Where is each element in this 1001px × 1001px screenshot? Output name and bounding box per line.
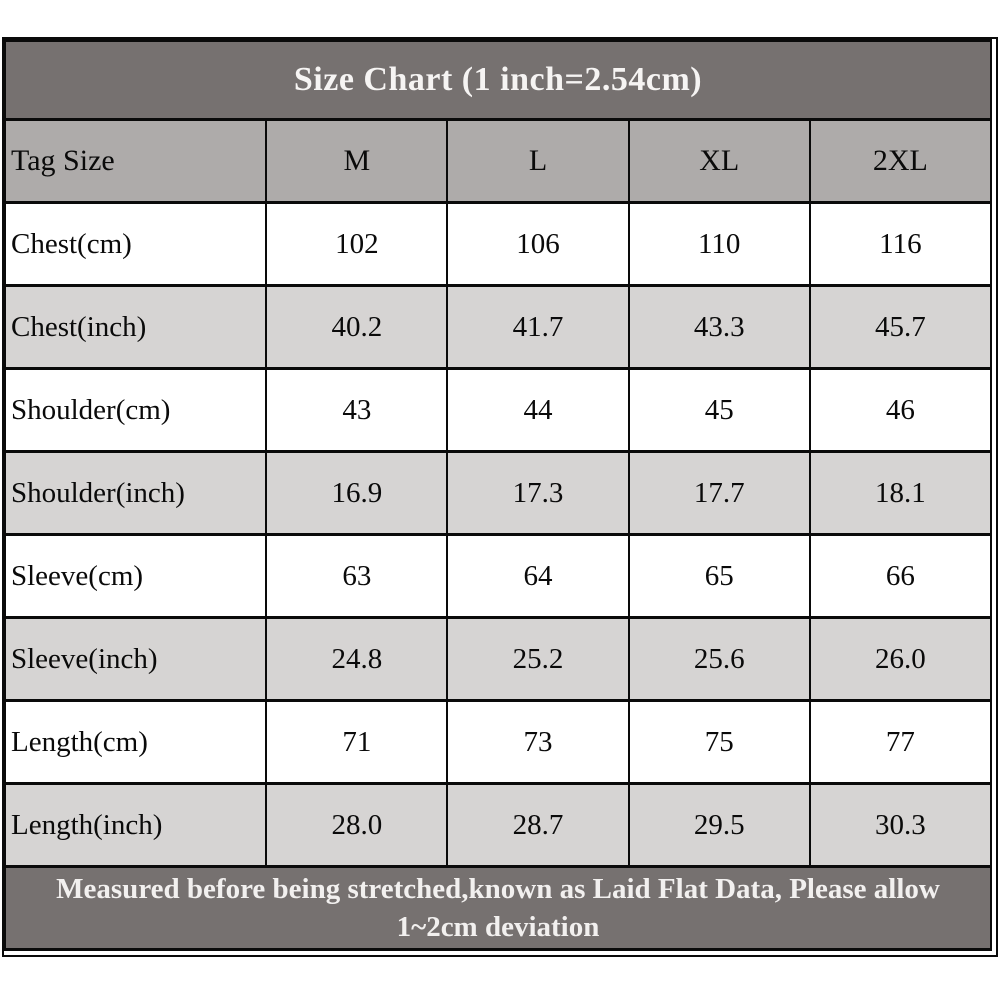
title-row: Size Chart (1 inch=2.54cm) [4,39,992,121]
table-row: Length(inch) 28.0 28.7 29.5 30.3 [3,782,993,868]
value-cell: 41.7 [446,284,630,370]
value-cell: 66 [808,533,993,619]
footnote-row: Measured before being stretched,known as… [4,865,992,951]
row-label: Shoulder(cm) [3,367,268,453]
table-title: Size Chart (1 inch=2.54cm) [4,39,992,121]
value-cell: 25.6 [627,616,811,702]
value-cell: 45.7 [808,284,993,370]
table-row: Sleeve(inch) 24.8 25.2 25.6 26.0 [3,616,993,702]
value-cell: 75 [627,699,811,785]
value-cell: 46 [808,367,993,453]
value-cell: 44 [446,367,630,453]
value-cell: 29.5 [627,782,811,868]
value-cell: 43.3 [627,284,811,370]
value-cell: 64 [446,533,630,619]
value-cell: 77 [808,699,993,785]
value-cell: 40.2 [265,284,449,370]
value-cell: 18.1 [808,450,993,536]
size-chart-frame: Size Chart (1 inch=2.54cm) Tag Size M L XL 2… [2,37,998,957]
value-cell: 116 [808,201,993,287]
value-cell: 71 [265,699,449,785]
column-header-size: M [265,118,449,204]
value-cell: 43 [265,367,449,453]
row-label: Length(cm) [3,699,268,785]
table-row: Length(cm) 71 73 75 77 [3,699,993,785]
value-cell: 65 [627,533,811,619]
value-cell: 17.7 [627,450,811,536]
size-chart-table: Size Chart (1 inch=2.54cm) Tag Size M L XL 2… [3,39,993,951]
value-cell: 30.3 [808,782,993,868]
table-row: Sleeve(cm) 63 64 65 66 [3,533,993,619]
column-header-row: Tag Size M L XL 2XL [3,118,993,204]
column-header-size: XL [627,118,811,204]
table-row: Shoulder(inch) 16.9 17.3 17.7 18.1 [3,450,993,536]
row-label: Sleeve(inch) [3,616,268,702]
value-cell: 28.0 [265,782,449,868]
row-label: Shoulder(inch) [3,450,268,536]
value-cell: 106 [446,201,630,287]
table-footnote: Measured before being stretched,known as… [4,865,992,951]
value-cell: 102 [265,201,449,287]
value-cell: 26.0 [808,616,993,702]
row-label: Chest(inch) [3,284,268,370]
column-header-size: 2XL [808,118,993,204]
row-label: Chest(cm) [3,201,268,287]
table-row: Chest(inch) 40.2 41.7 43.3 45.7 [3,284,993,370]
value-cell: 63 [265,533,449,619]
value-cell: 25.2 [446,616,630,702]
value-cell: 73 [446,699,630,785]
value-cell: 16.9 [265,450,449,536]
value-cell: 17.3 [446,450,630,536]
row-label: Length(inch) [3,782,268,868]
value-cell: 45 [627,367,811,453]
value-cell: 110 [627,201,811,287]
column-header-size: L [446,118,630,204]
value-cell: 28.7 [446,782,630,868]
column-header-tag-size: Tag Size [3,118,268,204]
value-cell: 24.8 [265,616,449,702]
table-row: Shoulder(cm) 43 44 45 46 [3,367,993,453]
table-row: Chest(cm) 102 106 110 116 [3,201,993,287]
row-label: Sleeve(cm) [3,533,268,619]
